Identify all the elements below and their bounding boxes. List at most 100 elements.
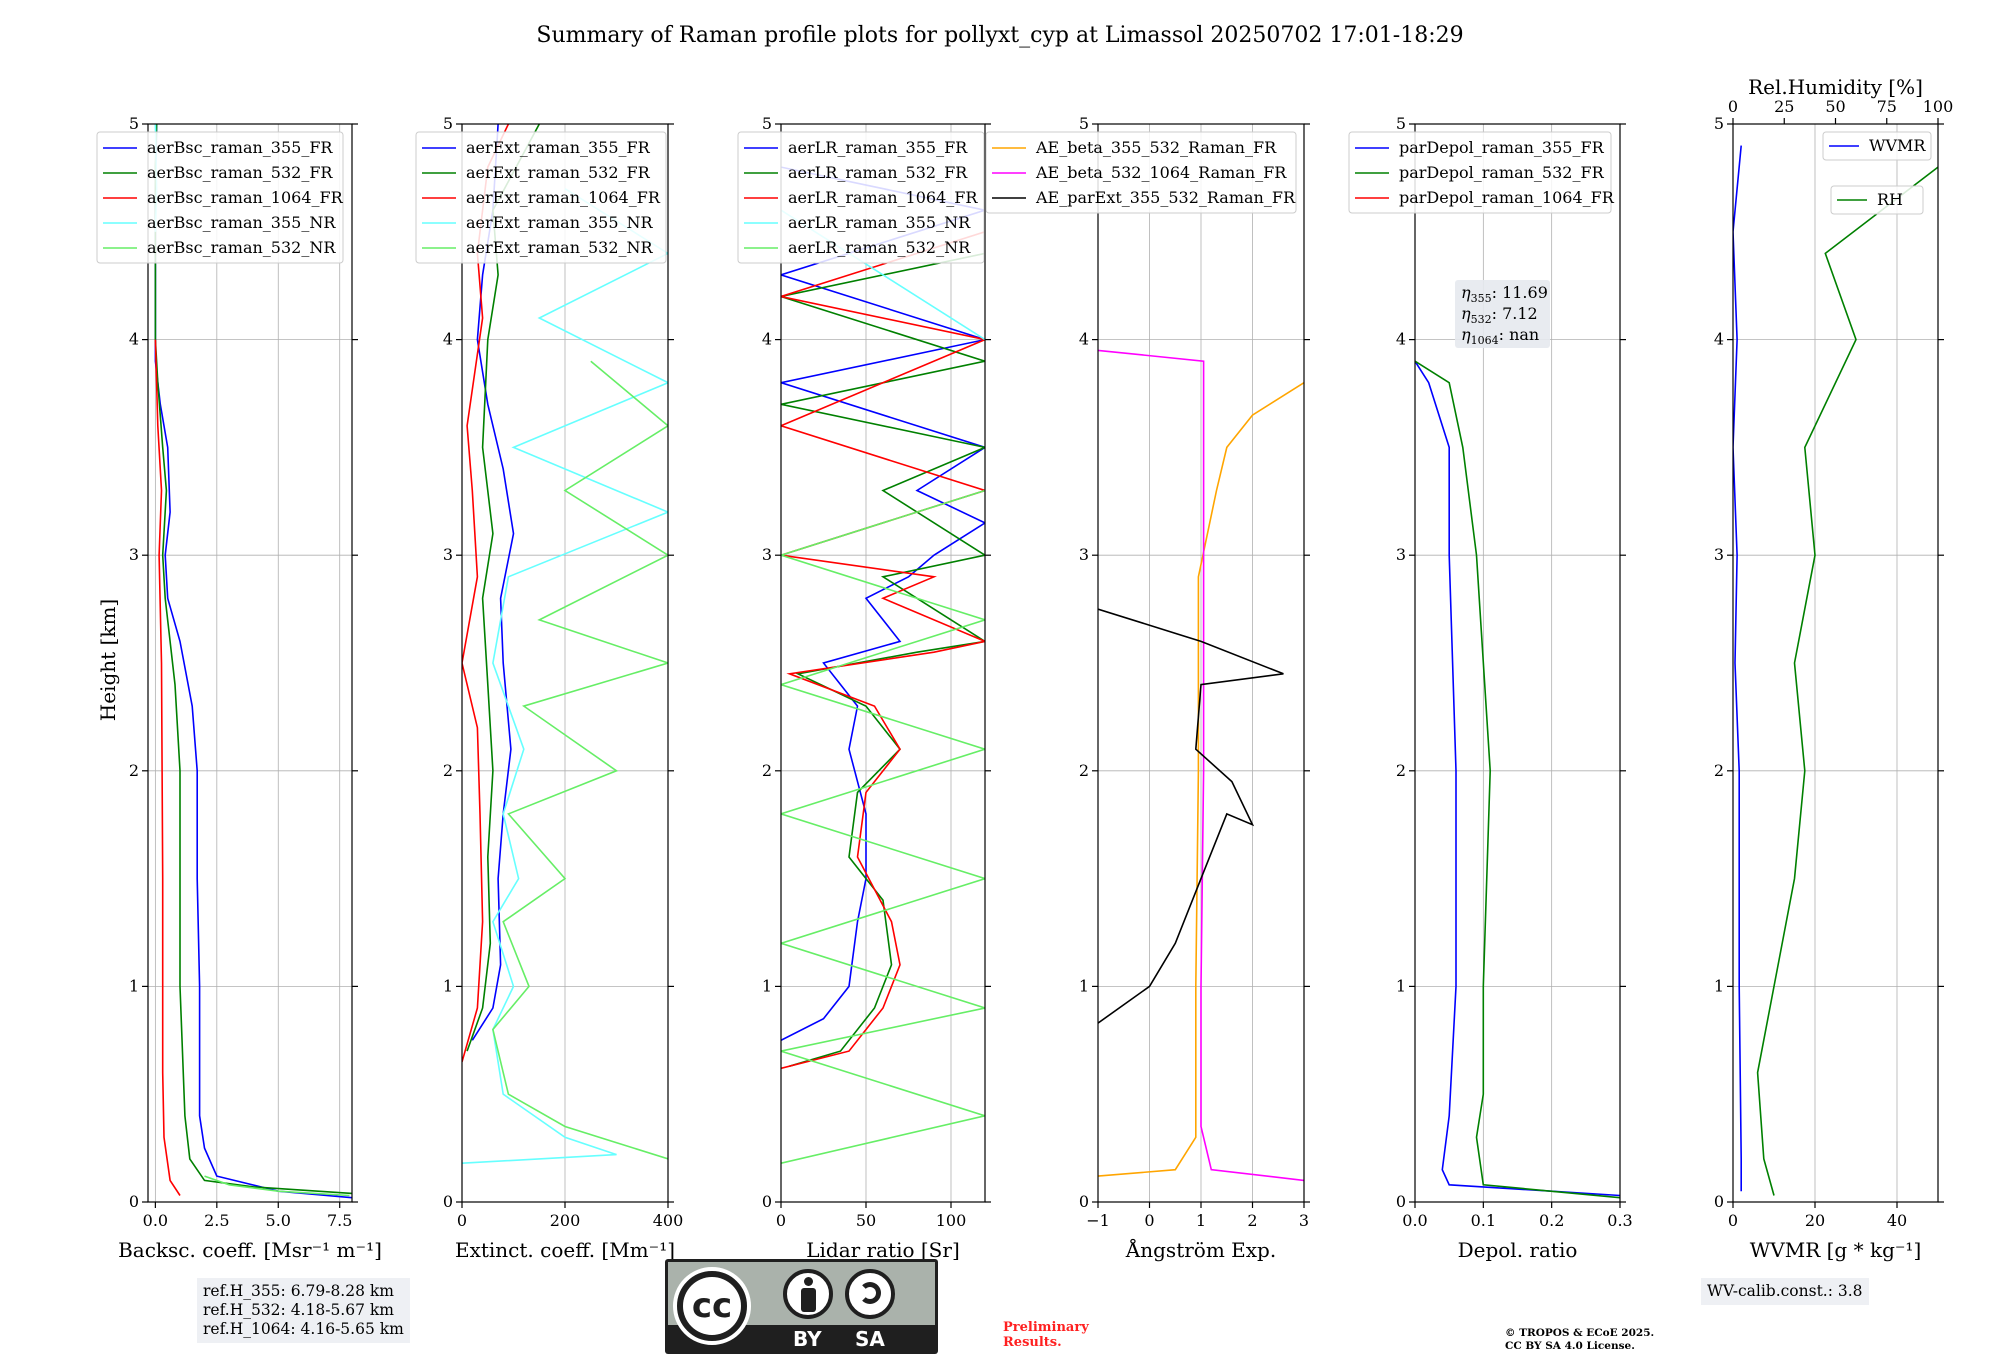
y-tick-label: 5 (129, 114, 139, 133)
preliminary-line-2: Results. (1003, 1335, 1062, 1350)
y-tick-label: 0 (1396, 1192, 1406, 1211)
x-tick-label: 5.0 (266, 1211, 291, 1230)
legend-label: aerExt_raman_355_NR (466, 213, 654, 232)
top-x-tick-label: 100 (1923, 97, 1954, 116)
y-tick-label: 4 (1396, 330, 1406, 349)
x-tick-label: 0 (1728, 1211, 1738, 1230)
legend-box-rh (1830, 185, 1924, 215)
series-line-aerLR_raman_1064_FR (781, 231, 985, 1070)
y-axis-label: Height [km] (96, 599, 120, 721)
legend-label: AE_parExt_355_532_Raman_FR (1035, 188, 1296, 207)
series-line-parDepol_raman_355_FR (1415, 360, 1620, 1197)
y-tick-label: 2 (1714, 761, 1724, 780)
cc-logo-icon: cc (673, 1267, 751, 1345)
y-tick-label: 5 (1079, 114, 1089, 133)
y-tick-label: 3 (129, 545, 139, 564)
y-tick-label: 1 (1079, 976, 1089, 995)
legend-box (96, 131, 344, 264)
x-tick-label: 100 (936, 1211, 967, 1230)
ref-heights-box: ref.H_355: 6.79-8.28 km ref.H_532: 4.18-… (197, 1278, 410, 1343)
legend-label: aerBsc_raman_1064_FR (147, 188, 344, 207)
legend-label: parDepol_raman_1064_FR (1399, 188, 1615, 207)
y-tick-label: 3 (1396, 545, 1406, 564)
legend-label: aerBsc_raman_355_NR (147, 213, 336, 232)
y-tick-label: 3 (443, 545, 453, 564)
series-line-aerLR_raman_532_NR (781, 489, 985, 1164)
y-tick-label: 2 (1079, 761, 1089, 780)
by-label: BY (793, 1327, 822, 1351)
legend-label: aerLR_raman_532_NR (788, 238, 971, 257)
sa-share-icon (845, 1269, 895, 1319)
x-tick-label: 0 (457, 1211, 467, 1230)
legend-label: AE_beta_532_1064_Raman_FR (1035, 163, 1287, 182)
legend-label: aerBsc_raman_355_FR (147, 138, 333, 157)
series-line-aerExt_raman_532_FR (466, 124, 541, 1052)
panel-bsc: 0.0 2.5 5.0 7.5 0 1 2 3 4 5 Backsc. coeff. [Msr⁻¹ … (96, 114, 382, 1262)
ref-height-532: ref.H_532: 4.18-5.67 km (203, 1301, 394, 1319)
legend-label: WVMR (1869, 136, 1926, 155)
y-tick-label: 2 (1396, 761, 1406, 780)
series-line-AE_beta_532_1064_Raman_FR (1098, 349, 1304, 1182)
x-axis-label: WVMR [g * kg⁻¹] (1750, 1238, 1922, 1262)
ref-height-1064: ref.H_1064: 4.16-5.65 km (203, 1320, 404, 1338)
x-tick-label: −1 (1086, 1211, 1110, 1230)
y-tick-label: 2 (129, 761, 139, 780)
eta-annotation-line: η1064: nan (1461, 325, 1539, 347)
y-tick-label: 5 (443, 114, 453, 133)
series-line-aerExt_raman_532_NR (492, 360, 668, 1160)
legend-label: parDepol_raman_355_FR (1399, 138, 1605, 157)
legend-box (1348, 131, 1612, 214)
series-group (781, 166, 985, 1164)
axes-frame (1414, 123, 1621, 1203)
y-tick-label: 4 (443, 330, 453, 349)
legend-label: aerExt_raman_532_FR (466, 163, 651, 182)
series-group (1098, 349, 1304, 1182)
series-line-aerLR_raman_355_FR (781, 166, 985, 1042)
legend-label: aerLR_raman_1064_FR (788, 188, 978, 207)
x-axis-label: Ångström Exp. (1125, 1237, 1276, 1262)
cc-logo-text: cc (683, 1277, 741, 1335)
wv-calib-box: WV-calib.const.: 3.8 (1701, 1278, 1869, 1305)
series-group (1733, 145, 1938, 1196)
series-line-parDepol_raman_532_FR (1415, 360, 1620, 1199)
eta-annotation-line: η532: 7.12 (1461, 304, 1538, 326)
x-tick-label: 400 (653, 1211, 684, 1230)
axes-frame (147, 123, 353, 1203)
x-axis-label: Extinct. coeff. [Mm⁻¹] (455, 1238, 675, 1262)
legend-box (1822, 131, 1932, 161)
y-tick-label: 1 (443, 976, 453, 995)
panel-wv: 0 20 40 0 1 2 3 4 5 WVMR [g * kg⁻¹] 0 25 50 75 100Rel.… (1714, 75, 1953, 1262)
y-tick-label: 4 (129, 330, 139, 349)
series-line-aerBsc_raman_1064_FR (154, 339, 181, 1196)
y-tick-label: 5 (1714, 114, 1724, 133)
series-line-aerLR_raman_532_FR (781, 252, 985, 1067)
y-tick-label: 2 (762, 761, 772, 780)
sa-label: SA (855, 1327, 885, 1351)
x-tick-label: 2.5 (204, 1211, 229, 1230)
by-person-icon (783, 1269, 833, 1319)
legend-label: parDepol_raman_532_FR (1399, 163, 1605, 182)
figure-title: Summary of Raman profile plots for polly… (536, 23, 1463, 48)
top-x-tick-label: 25 (1774, 97, 1794, 116)
x-tick-label: 0 (1144, 1211, 1154, 1230)
x-tick-label: 0.0 (143, 1211, 168, 1230)
series-group (154, 124, 352, 1199)
y-tick-label: 1 (1396, 976, 1406, 995)
ref-height-355: ref.H_355: 6.79-8.28 km (203, 1282, 394, 1300)
x-tick-label: 20 (1805, 1211, 1825, 1230)
top-x-tick-label: 0 (1728, 97, 1738, 116)
eta-annotation-box (1455, 280, 1550, 348)
y-tick-label: 4 (1079, 330, 1089, 349)
y-tick-label: 1 (1714, 976, 1724, 995)
axes-frame (780, 123, 986, 1203)
series-line-RH (1756, 166, 1938, 1196)
legend-box (985, 131, 1297, 214)
copyright-note: © TROPOS & ECoE 2025. CC BY SA 4.0 Licen… (1505, 1327, 1654, 1353)
y-tick-label: 0 (762, 1192, 772, 1211)
y-tick-label: 1 (762, 976, 772, 995)
legend-label: aerExt_raman_1064_FR (466, 188, 661, 207)
x-tick-label: 40 (1887, 1211, 1907, 1230)
wv-calib-text: WV-calib.const.: 3.8 (1707, 1282, 1863, 1300)
series-line-WVMR (1733, 145, 1742, 1192)
